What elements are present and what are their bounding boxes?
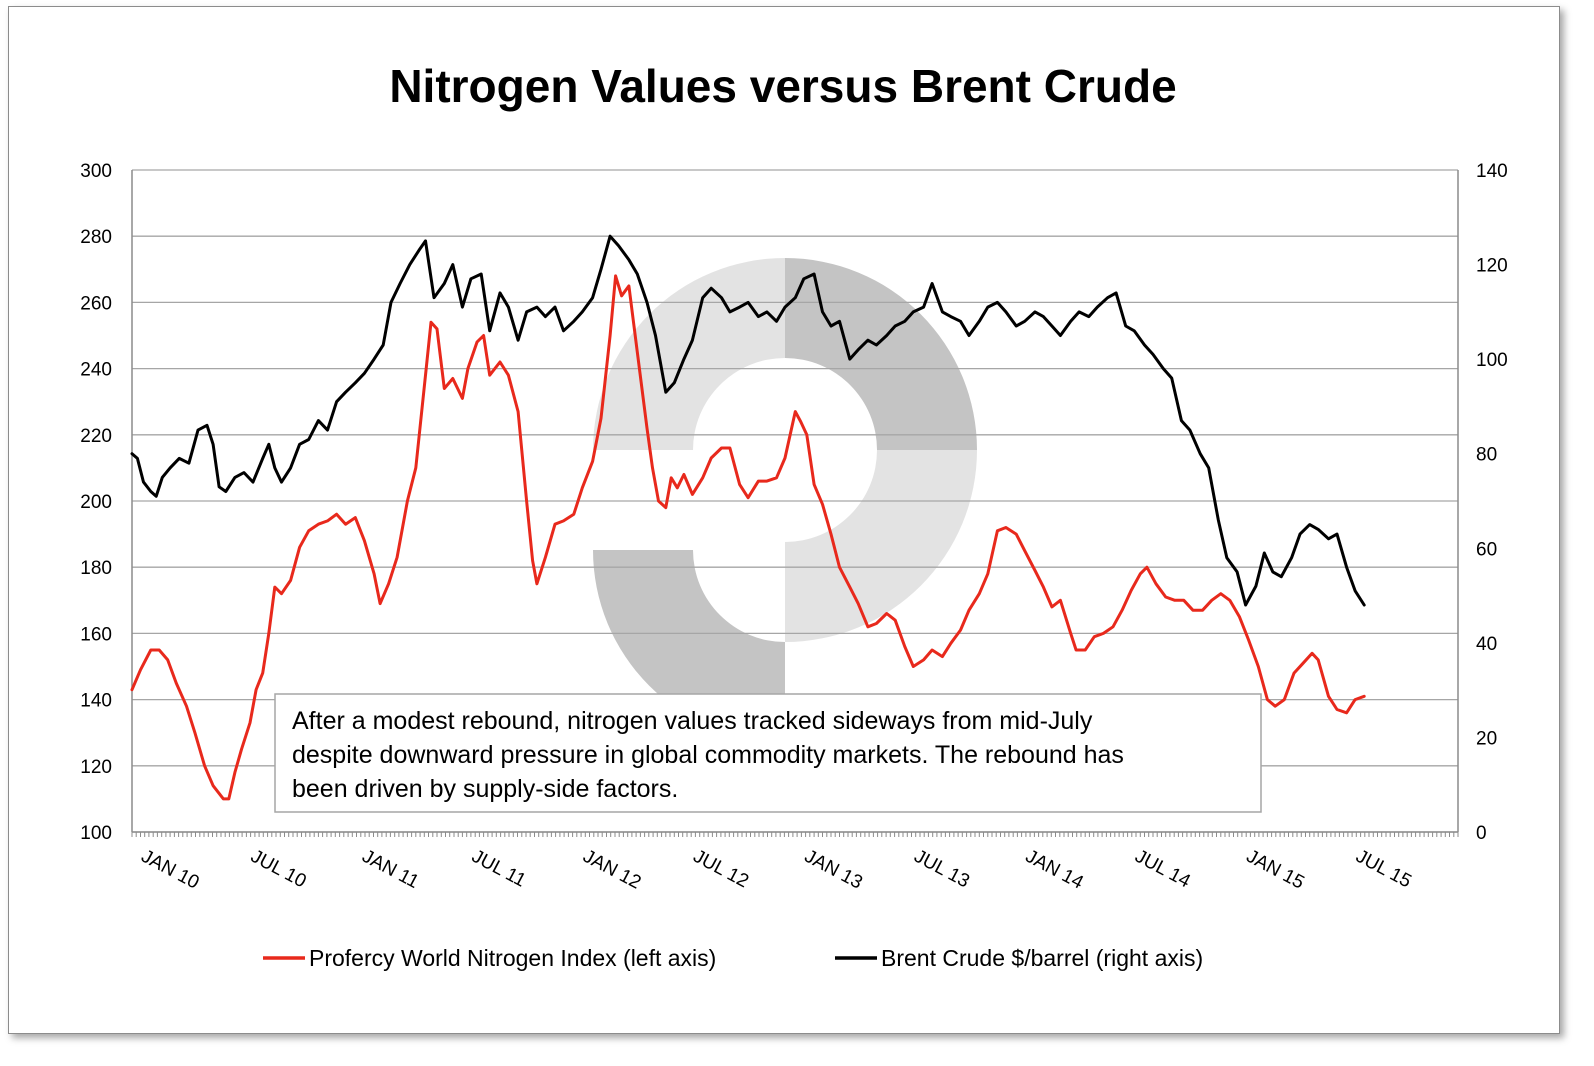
- left-tick-label: 300: [80, 161, 112, 182]
- right-tick-label: 0: [1476, 823, 1487, 844]
- right-tick-label: 140: [1476, 161, 1508, 182]
- series-line-brent: [130, 234, 1366, 607]
- x-tick-label: JUL 13: [910, 846, 972, 892]
- annotation-line: despite downward pressure in global comm…: [292, 741, 1124, 769]
- watermark-quarter: [785, 450, 977, 642]
- x-tick-label: JAN 11: [359, 846, 423, 893]
- series-layer: [130, 234, 1366, 801]
- axes: [131, 170, 1459, 837]
- right-tick-label: 60: [1476, 539, 1497, 560]
- chart-svg: Nitrogen Values versus Brent Crude 100 12…: [80, 60, 1508, 971]
- annotation-text: After a modest rebound, nitrogen values …: [292, 707, 1124, 803]
- left-tick-label: 280: [80, 227, 112, 248]
- left-tick-label: 100: [80, 823, 112, 844]
- legend: Profercy World Nitrogen Index (left axis…: [263, 945, 1203, 971]
- x-tick-label: JUL 14: [1131, 846, 1194, 893]
- left-tick-label: 200: [80, 492, 112, 513]
- watermark-quarter: [593, 258, 785, 450]
- left-tick-label: 220: [80, 426, 112, 447]
- left-tick-label: 140: [80, 691, 112, 712]
- chart-frame: Nitrogen Values versus Brent Crude 100 12…: [8, 6, 1560, 1034]
- left-tick-label: 240: [80, 360, 112, 381]
- watermark-quarter: [785, 258, 977, 450]
- x-minor-ticks: [131, 832, 1459, 837]
- left-axis-ticks: 100 120 140 160 180 200 220 240 260 280 300: [80, 161, 112, 844]
- right-tick-label: 120: [1476, 256, 1508, 277]
- x-tick-label: JAN 14: [1022, 846, 1087, 894]
- chart-title: Nitrogen Values versus Brent Crude: [389, 60, 1176, 112]
- right-tick-label: 40: [1476, 634, 1497, 655]
- series-line-nitrogen: [130, 274, 1366, 801]
- x-tick-label: JUL 10: [247, 846, 309, 892]
- left-tick-label: 260: [80, 293, 112, 314]
- x-tick-label: JAN 12: [579, 846, 644, 894]
- legend-label-nitrogen: Profercy World Nitrogen Index (left axis…: [309, 945, 716, 971]
- watermark-logo: [593, 258, 977, 742]
- x-tick-label: JUL 15: [1352, 846, 1414, 892]
- x-tick-label: JAN 15: [1243, 846, 1308, 894]
- x-tick-label: JAN 13: [801, 846, 866, 894]
- annotation-line: been driven by supply-side factors.: [292, 775, 678, 803]
- x-axis-ticks: JAN 10 JUL 10 JAN 11 JUL 11 JAN 12 JUL 12 JAN …: [138, 846, 1415, 894]
- left-tick-label: 180: [80, 558, 112, 579]
- left-tick-label: 120: [80, 757, 112, 778]
- right-tick-label: 20: [1476, 728, 1497, 749]
- right-tick-label: 100: [1476, 350, 1508, 371]
- x-tick-label: JUL 11: [468, 846, 529, 892]
- right-tick-label: 80: [1476, 445, 1497, 466]
- x-tick-label: JAN 10: [138, 846, 203, 894]
- annotation-box: After a modest rebound, nitrogen values …: [274, 693, 1262, 813]
- right-axis-ticks: 0 20 40 60 80 100 120 140: [1476, 161, 1508, 844]
- legend-label-brent: Brent Crude $/barrel (right axis): [881, 945, 1203, 971]
- x-tick-label: JUL 12: [690, 846, 752, 892]
- left-tick-label: 160: [80, 624, 112, 645]
- annotation-line: After a modest rebound, nitrogen values …: [292, 707, 1093, 735]
